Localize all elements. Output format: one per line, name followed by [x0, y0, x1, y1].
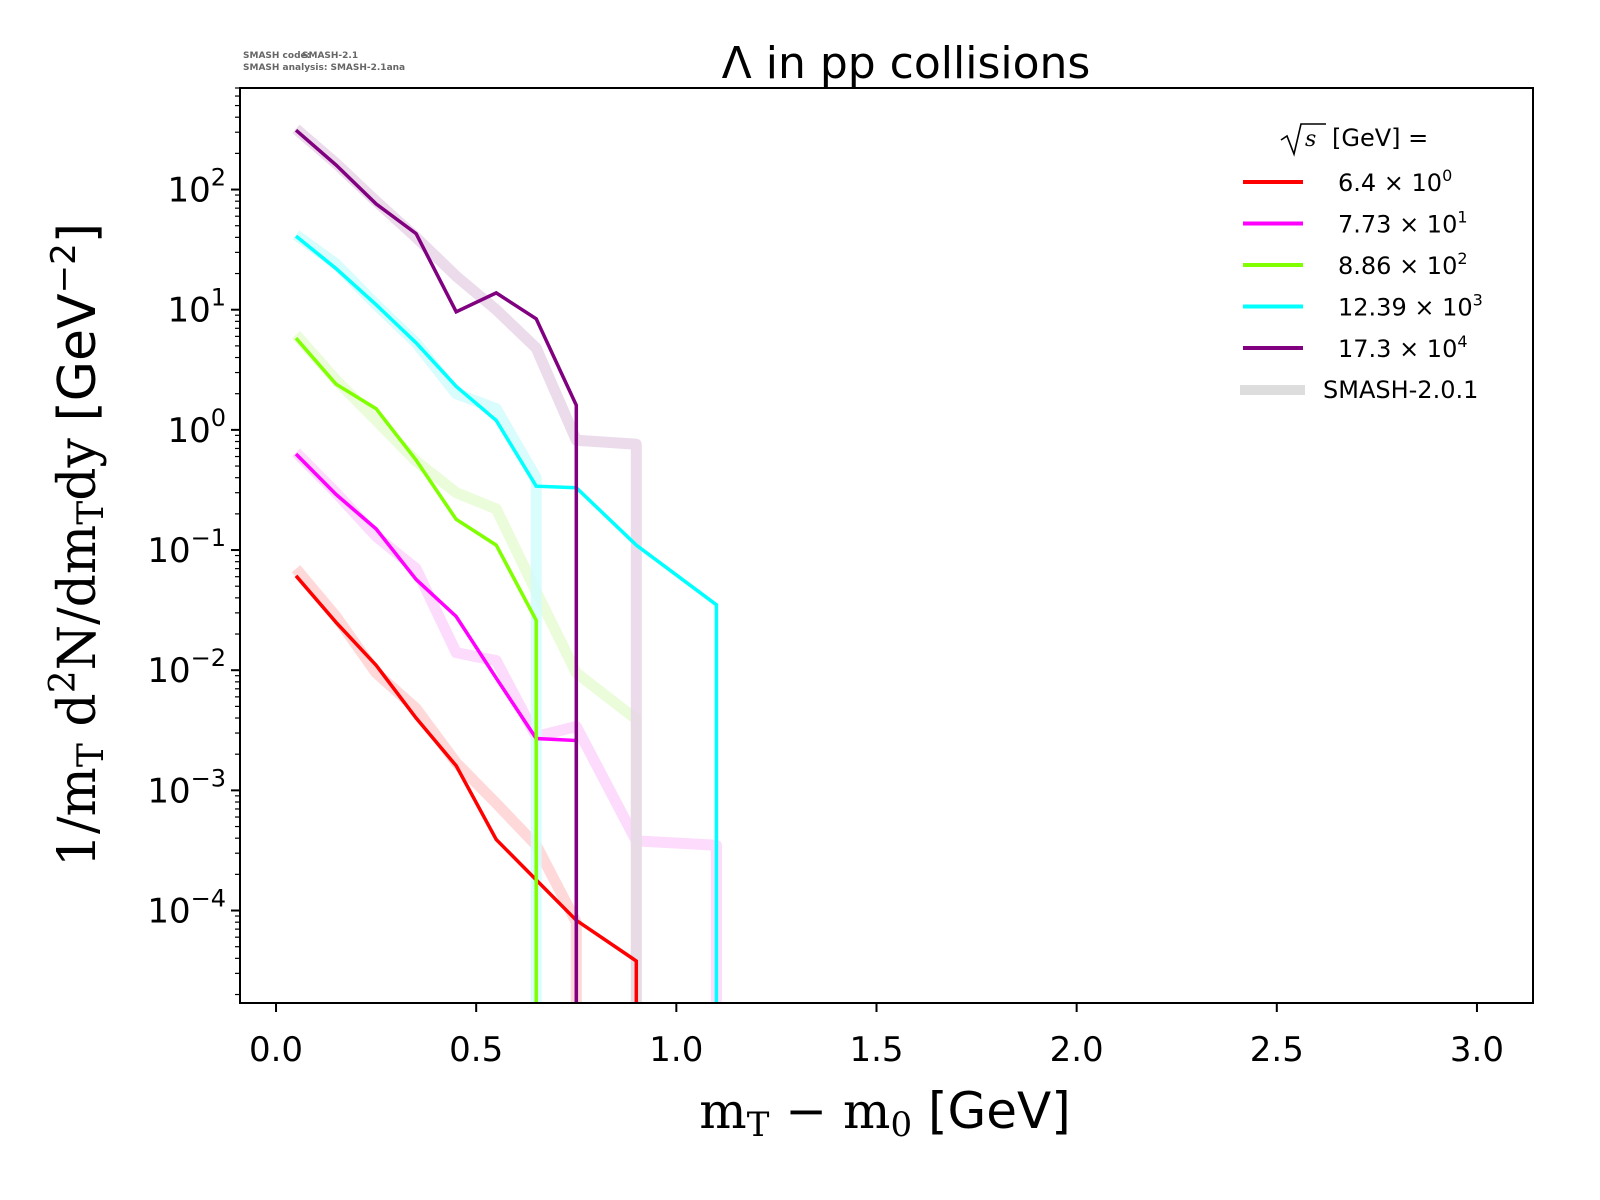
- x-tick-label: 2.0: [1050, 1030, 1104, 1070]
- y-tick-base: 10: [147, 892, 190, 932]
- y-axis-label: 1/mT d2N/dmTdy [GeV−2]: [43, 223, 112, 867]
- legend-entry: 12.39 × 103: [1243, 291, 1483, 322]
- y-label-unit: [GeV: [48, 293, 108, 438]
- legend-title: s [GeV] =: [1280, 123, 1428, 157]
- meta-analysis-label: SMASH analysis:: [243, 63, 327, 73]
- series-line-1: [294, 452, 579, 1003]
- reference-series-line-3: [292, 230, 542, 1003]
- legend-entry: 17.3 × 104: [1243, 332, 1468, 363]
- meta-code-label: SMASH code:: [243, 51, 310, 61]
- x-label-unit: [GeV]: [912, 1082, 1071, 1140]
- legend-label-exponent: 1: [1457, 208, 1467, 227]
- y-tick-label: 100: [167, 404, 226, 451]
- y-tick-exponent: −1: [191, 524, 226, 552]
- x-tick-label: 1.5: [849, 1030, 903, 1070]
- legend-label: 12.39 × 103: [1338, 291, 1483, 322]
- x-tick-label: 0.0: [249, 1030, 303, 1070]
- legend-label: 6.4 × 100: [1338, 166, 1452, 197]
- legend-label: 17.3 × 104: [1338, 332, 1468, 363]
- y-tick-exponent: 0: [211, 404, 226, 432]
- y-tick-label: 10−4: [147, 885, 226, 932]
- legend-label-mantissa: 12.39 × 10: [1338, 294, 1473, 322]
- sqrt-icon: [1280, 123, 1326, 157]
- y-tick-exponent: −2: [191, 644, 226, 672]
- x-tick-label: 2.5: [1250, 1030, 1304, 1070]
- y-tick-base: 10: [147, 531, 190, 571]
- x-label-sub: T: [747, 1105, 770, 1145]
- y-label-unit-sup: −2: [44, 243, 84, 293]
- x-label-m: m: [699, 1082, 746, 1140]
- chart-title: Λ in pp collisions: [722, 38, 1091, 89]
- y-tick-base: 10: [167, 171, 210, 211]
- y-tick-exponent: −4: [191, 885, 226, 913]
- series-line-3: [294, 234, 719, 1003]
- series-line-4: [294, 128, 579, 1003]
- x-axis: 0.0 0.5 1.0 1.5 2.0 2.5 3.0: [249, 1003, 1504, 1070]
- legend: s [GeV] = 6.4 × 100 7.73 × 101 8.86 × 102 1…: [1240, 123, 1483, 404]
- legend-label: 8.86 × 102: [1338, 249, 1468, 280]
- x-tick-label: 0.5: [449, 1030, 503, 1070]
- legend-title-s: s: [1305, 127, 1316, 152]
- y-label-sub1: T: [71, 743, 112, 767]
- y-tick-label: 10−3: [147, 764, 226, 811]
- legend-entry: 7.73 × 101: [1243, 208, 1468, 239]
- y-tick-exponent: −3: [191, 764, 226, 792]
- reference-series-line-1: [292, 448, 722, 1003]
- y-tick-base: 10: [147, 771, 190, 811]
- svg-text:SMASH analysis:SMASH-2.1ana: SMASH analysis: SMASH-2.1ana: [243, 63, 405, 73]
- y-label-sub2: T: [71, 501, 112, 525]
- y-tick-label: 102: [167, 164, 226, 211]
- legend-entry: 6.4 × 100: [1243, 166, 1452, 197]
- legend-label-reference: SMASH-2.0.1: [1323, 376, 1478, 404]
- y-tick-base: 10: [167, 291, 210, 331]
- plot-frame: [239, 87, 1534, 1004]
- legend-title-text: [GeV] =: [1332, 124, 1428, 152]
- legend-label-mantissa: 7.73 × 10: [1338, 211, 1457, 239]
- x-tick-label: 1.0: [649, 1030, 703, 1070]
- series-line-0: [294, 574, 639, 1003]
- y-tick-base: 10: [167, 411, 210, 451]
- y-label-part4: dy: [48, 437, 108, 500]
- legend-label-exponent: 4: [1457, 332, 1467, 351]
- legend-entry: 8.86 × 102: [1243, 249, 1468, 280]
- y-tick-base: 10: [147, 651, 190, 691]
- y-label-part1: 1/m: [48, 767, 108, 867]
- legend-label-exponent: 0: [1442, 166, 1452, 185]
- y-label-unit-end: ]: [48, 223, 108, 243]
- series-line-2: [294, 336, 538, 1003]
- y-tick-exponent: 1: [211, 284, 226, 312]
- y-tick-label: 101: [167, 284, 226, 331]
- y-tick-label: 10−2: [147, 644, 226, 691]
- legend-label-mantissa: 8.86 × 10: [1338, 252, 1457, 280]
- y-tick-exponent: 2: [211, 164, 226, 192]
- meta-code-value: SMASH-2.1: [302, 51, 358, 61]
- meta-analysis-value: SMASH-2.1ana: [330, 63, 405, 73]
- y-tick-label: 10−1: [147, 524, 226, 571]
- y-label-sup: 2: [43, 670, 84, 693]
- x-tick-label: 3.0: [1450, 1030, 1504, 1070]
- x-label-op: − m: [769, 1082, 890, 1140]
- legend-label-exponent: 3: [1473, 291, 1483, 310]
- svg-text:SMASH code:SMASH-2.1: SMASH code:SMASH-2.1: [243, 51, 358, 61]
- smash-metadata: SMASH code:SMASH-2.1 SMASH analysis: SMAS…: [243, 51, 405, 73]
- legend-label-mantissa: 6.4 × 10: [1338, 169, 1442, 197]
- legend-label-exponent: 2: [1457, 249, 1467, 268]
- legend-entry-reference: SMASH-2.0.1: [1240, 376, 1478, 404]
- reference-series-line-2: [291, 331, 642, 1003]
- x-label-sub2: 0: [890, 1105, 912, 1145]
- y-label-part3: N/dm: [48, 525, 108, 671]
- x-axis-label: mT − m0 [GeV]: [699, 1082, 1070, 1145]
- y-label-part2: d: [48, 693, 108, 743]
- plot-area: [240, 88, 1533, 1003]
- main-series-group: [294, 128, 719, 1003]
- legend-label-mantissa: 17.3 × 10: [1338, 335, 1457, 363]
- legend-label: 7.73 × 101: [1338, 208, 1468, 239]
